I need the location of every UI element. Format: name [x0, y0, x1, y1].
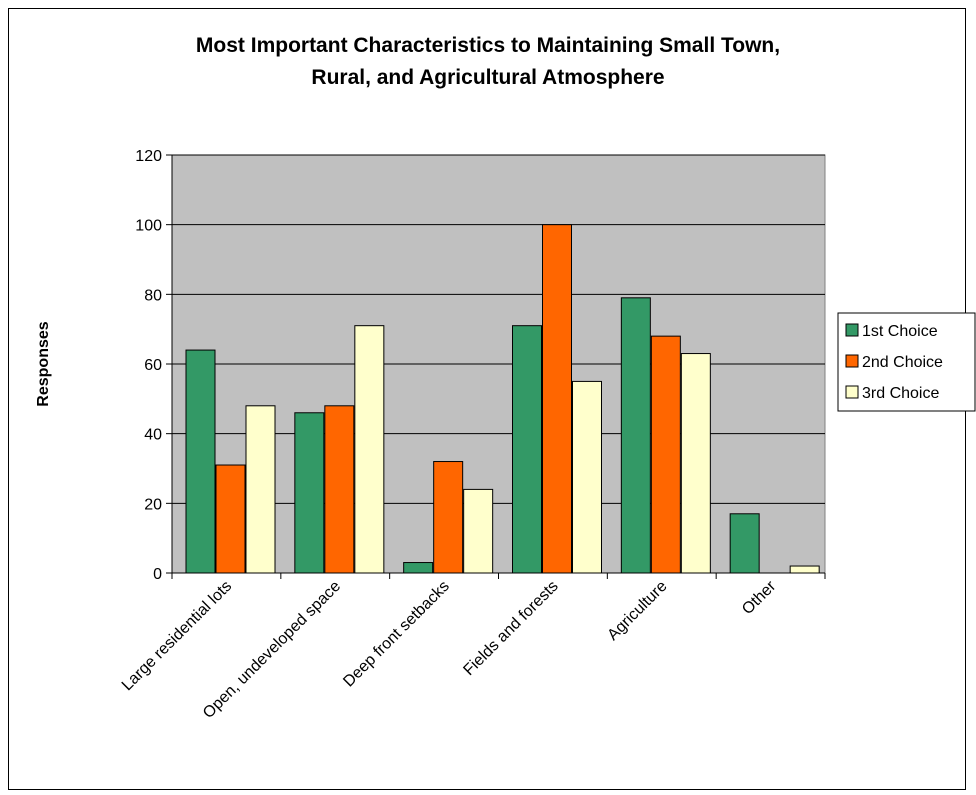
- chart-title-line-1: Most Important Characteristics to Mainta…: [195, 34, 781, 57]
- bar: [620, 297, 651, 574]
- bar: [354, 325, 385, 574]
- x-tick-label: Large residential lots: [119, 578, 235, 694]
- legend-label: 3rd Choice: [862, 385, 939, 402]
- x-tick-label: Other: [739, 577, 780, 618]
- x-tick-label: Deep front setbacks: [340, 578, 453, 691]
- legend-swatch: [845, 385, 859, 399]
- y-tick-label: 120: [135, 148, 162, 165]
- bar: [729, 513, 760, 574]
- chart-title-line-2: Rural, and Agricultural Atmosphere: [311, 66, 665, 89]
- bar: [789, 565, 820, 574]
- y-tick-label: 80: [144, 287, 162, 304]
- legend-label: 1st Choice: [862, 323, 938, 340]
- y-tick-label: 20: [144, 496, 162, 513]
- bar: [463, 488, 494, 574]
- bar: [512, 325, 542, 574]
- legend: [837, 312, 976, 412]
- bar: [572, 380, 602, 574]
- legend-label: 2nd Choice: [862, 354, 943, 371]
- bar: [245, 405, 276, 574]
- bar: [650, 335, 681, 574]
- bar: [542, 224, 572, 574]
- bar: [680, 353, 711, 574]
- y-tick-label: 100: [135, 218, 162, 235]
- bar: [324, 405, 355, 574]
- bar: [433, 461, 464, 574]
- y-tick-label: 40: [144, 427, 162, 444]
- bar: [185, 349, 216, 574]
- legend-swatch: [845, 323, 859, 337]
- y-tick-label: 0: [153, 566, 162, 583]
- x-tick-label: Fields and forests: [460, 578, 561, 679]
- y-axis-title: Responses: [35, 321, 52, 406]
- y-tick-label: 60: [144, 357, 162, 374]
- legend-swatch: [845, 354, 859, 368]
- bar: [215, 464, 246, 574]
- chart-title: Most Important Characteristics to Mainta…: [0, 30, 976, 94]
- bar: [294, 412, 325, 574]
- bar: [403, 562, 434, 574]
- x-tick-label: Agriculture: [604, 578, 670, 644]
